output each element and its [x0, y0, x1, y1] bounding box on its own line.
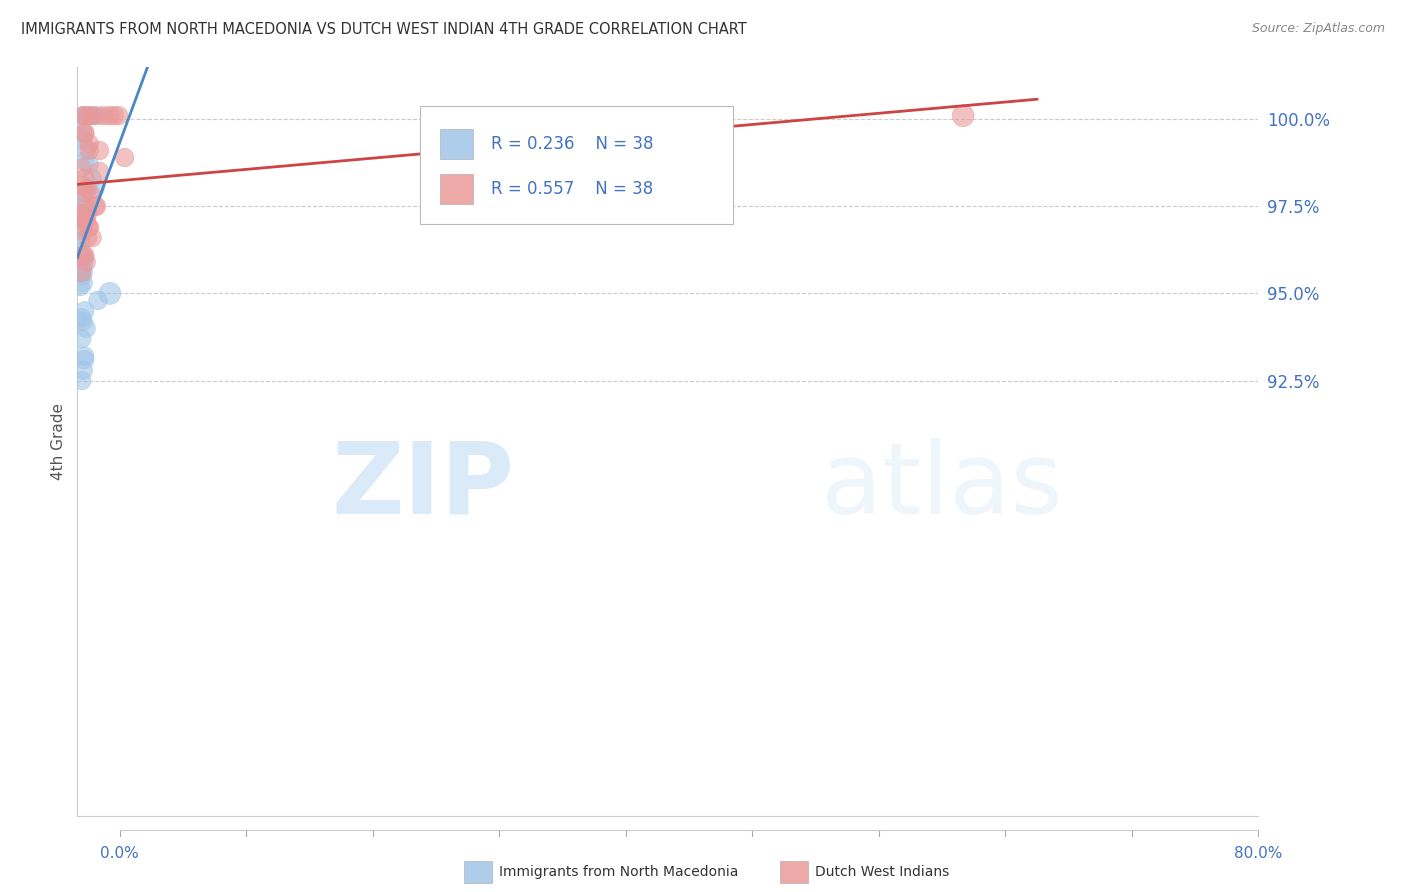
- Point: [89, 109, 111, 123]
- Point: [87, 293, 110, 308]
- Point: [82, 230, 104, 244]
- Point: [82, 189, 104, 203]
- Point: [70, 310, 93, 325]
- Point: [70, 266, 93, 280]
- Point: [70, 220, 93, 235]
- Point: [72, 202, 94, 217]
- Point: [107, 109, 129, 123]
- Bar: [440, 129, 472, 159]
- Point: [70, 234, 93, 248]
- Point: [72, 224, 94, 238]
- Y-axis label: 4th Grade: 4th Grade: [51, 403, 66, 480]
- Point: [75, 144, 97, 158]
- Point: [75, 206, 97, 220]
- Point: [89, 144, 111, 158]
- Point: [73, 126, 96, 140]
- Point: [75, 255, 97, 269]
- Point: [76, 109, 98, 123]
- Point: [98, 286, 121, 301]
- Point: [76, 230, 98, 244]
- Text: R = 0.557    N = 38: R = 0.557 N = 38: [491, 180, 652, 198]
- Point: [72, 192, 94, 206]
- Point: [70, 374, 93, 388]
- Point: [84, 182, 107, 196]
- Point: [75, 321, 97, 335]
- Point: [69, 244, 91, 259]
- Point: [77, 157, 100, 171]
- Point: [79, 109, 101, 123]
- Bar: [440, 174, 472, 204]
- Point: [73, 126, 96, 140]
- Text: IMMIGRANTS FROM NORTH MACEDONIA VS DUTCH WEST INDIAN 4TH GRADE CORRELATION CHART: IMMIGRANTS FROM NORTH MACEDONIA VS DUTCH…: [21, 22, 747, 37]
- Point: [75, 109, 97, 123]
- Point: [72, 276, 94, 290]
- Point: [72, 248, 94, 262]
- Point: [70, 161, 93, 175]
- Point: [73, 199, 96, 213]
- Point: [73, 213, 96, 227]
- Point: [93, 109, 115, 123]
- Point: [77, 144, 100, 158]
- Point: [76, 182, 98, 196]
- Point: [72, 314, 94, 328]
- Point: [952, 109, 974, 123]
- Point: [72, 133, 94, 147]
- Text: 80.0%: 80.0%: [1234, 846, 1282, 861]
- Text: Source: ZipAtlas.com: Source: ZipAtlas.com: [1251, 22, 1385, 36]
- Text: R = 0.236    N = 38: R = 0.236 N = 38: [491, 135, 654, 153]
- Point: [70, 186, 93, 200]
- Point: [98, 109, 121, 123]
- Point: [79, 109, 101, 123]
- Point: [77, 220, 100, 235]
- Text: Immigrants from North Macedonia: Immigrants from North Macedonia: [499, 865, 738, 879]
- Point: [72, 266, 94, 280]
- Point: [103, 109, 125, 123]
- Point: [72, 206, 94, 220]
- Point: [70, 126, 93, 140]
- Point: [114, 151, 136, 165]
- Point: [73, 109, 96, 123]
- Point: [72, 363, 94, 377]
- Point: [72, 178, 94, 193]
- Point: [72, 109, 94, 123]
- Point: [70, 213, 93, 227]
- Point: [77, 220, 100, 235]
- Point: [84, 199, 107, 213]
- Point: [72, 259, 94, 273]
- Point: [73, 303, 96, 318]
- Point: [73, 153, 96, 168]
- Point: [82, 171, 104, 186]
- Point: [89, 164, 111, 178]
- Point: [73, 171, 96, 186]
- Text: Dutch West Indians: Dutch West Indians: [815, 865, 949, 879]
- Point: [73, 352, 96, 367]
- Text: 0.0%: 0.0%: [100, 846, 139, 861]
- Point: [72, 109, 94, 123]
- Text: atlas: atlas: [821, 438, 1063, 535]
- Point: [70, 332, 93, 346]
- Point: [73, 252, 96, 266]
- Point: [77, 136, 100, 151]
- Point: [73, 349, 96, 363]
- Point: [83, 109, 105, 123]
- FancyBboxPatch shape: [420, 106, 733, 224]
- Point: [73, 248, 96, 262]
- Text: ZIP: ZIP: [332, 438, 515, 535]
- Point: [75, 213, 97, 227]
- Point: [84, 109, 107, 123]
- Point: [69, 279, 91, 293]
- Point: [76, 206, 98, 220]
- Point: [73, 186, 96, 200]
- Point: [70, 268, 93, 283]
- Point: [86, 199, 108, 213]
